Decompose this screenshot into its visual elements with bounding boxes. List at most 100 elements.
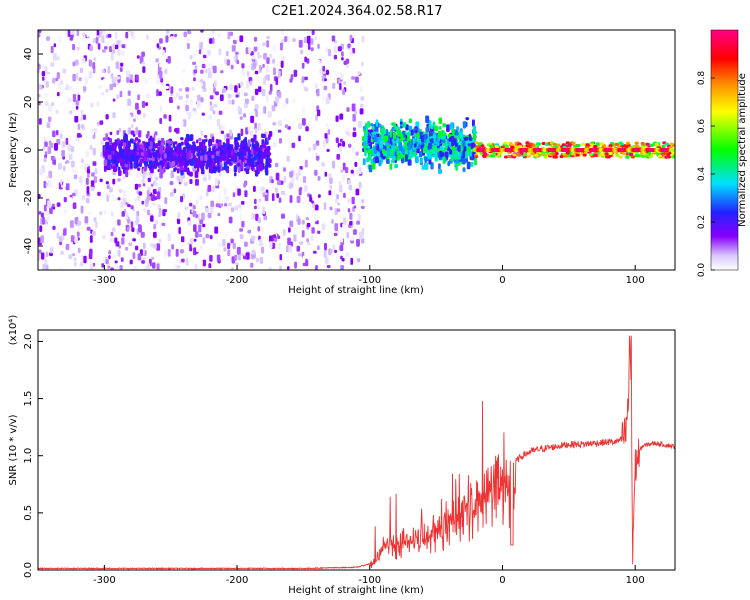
spectrogram-cell	[341, 51, 344, 57]
spectrogram-cell	[251, 236, 255, 242]
spectrogram-cell	[66, 177, 71, 184]
spectrogram-cell	[237, 105, 241, 111]
spectrogram-cell	[255, 213, 259, 221]
spectrogram-cell	[185, 50, 189, 59]
spectrogram-cell	[62, 68, 67, 74]
spectrogram-cell	[456, 126, 460, 131]
spectrogram-cell	[416, 136, 420, 143]
spectrogram-cell	[101, 263, 105, 268]
spectrogram-cell	[67, 143, 71, 152]
spectrogram-cell	[227, 143, 231, 152]
spectrogram-cell	[235, 94, 239, 98]
spectrogram-cell	[188, 150, 192, 159]
spectrogram-cell	[270, 183, 274, 191]
spectrogram-cell	[289, 171, 293, 178]
spectrogram-cell	[301, 62, 305, 69]
spectrogram-cell	[187, 30, 191, 35]
spectrogram-cell	[81, 158, 84, 164]
y-tick-label: 2.0	[23, 333, 34, 349]
spectrogram-cell	[336, 103, 340, 109]
spectrogram-cell	[223, 203, 228, 207]
spectrogram-cell	[231, 45, 236, 52]
spectrogram-cell	[82, 32, 86, 38]
spectrogram-cell	[221, 145, 225, 151]
spectrogram-cell	[442, 156, 446, 161]
spectrogram-cell	[310, 235, 314, 241]
spectrogram-cell	[143, 208, 147, 212]
spectrogram-cell	[143, 166, 147, 172]
spectrogram-cell	[284, 124, 289, 128]
spectrogram-cell	[298, 135, 301, 142]
spectrogram-cell	[200, 164, 205, 170]
spectrogram-cell	[38, 118, 42, 125]
spectrogram-cell	[512, 153, 517, 157]
spectrogram-cell	[180, 120, 184, 127]
spectrogram-cell	[38, 211, 42, 215]
spectrogram-cell	[241, 221, 245, 228]
spectrogram-cell	[236, 59, 240, 65]
spectrogram-cell	[231, 156, 235, 160]
spectrogram-cell	[314, 204, 319, 211]
spectrogram-cell	[202, 237, 206, 244]
spectrogram-cell	[261, 246, 265, 254]
spectrogram-cell	[227, 249, 231, 257]
spectrogram-cell	[217, 157, 220, 165]
spectrogram-cell	[114, 44, 119, 50]
spectrogram-cell	[325, 69, 329, 75]
spectrogram-cell	[649, 143, 654, 147]
spectrogram-cell	[119, 140, 124, 147]
spectrogram-cell	[306, 58, 310, 64]
spectrogram-cell	[84, 216, 89, 224]
spectrogram-cell	[100, 140, 104, 145]
spectrogram-cell	[412, 151, 417, 157]
spectrogram-cell	[138, 191, 143, 196]
spectrogram-cell	[78, 77, 82, 82]
spectrogram-cell	[130, 123, 134, 129]
spectrogram-cell	[86, 186, 90, 194]
spectrogram-cell	[339, 83, 342, 91]
spectrogram-cell	[565, 141, 570, 145]
spectrogram-cell	[178, 88, 183, 92]
spectrogram-cell	[340, 265, 344, 270]
spectrogram-cell	[244, 190, 248, 198]
spectrogram-cell	[366, 145, 371, 149]
spectrogram-cell	[193, 238, 197, 242]
spectrogram-cell	[137, 253, 142, 261]
spectrogram-cell	[85, 178, 89, 185]
spectrogram-cell	[211, 30, 215, 35]
spectrogram-cell	[237, 133, 241, 141]
spectrogram-cell	[232, 242, 236, 250]
spectrogram-cell	[198, 137, 202, 142]
spectrogram-cell	[407, 159, 412, 166]
spectrogram-cell	[217, 164, 221, 173]
spectrogram-cell	[145, 160, 149, 167]
spectrogram-cell	[229, 84, 233, 91]
spectrogram-cell	[189, 238, 194, 245]
spectrogram-cell	[625, 155, 630, 159]
spectrogram-cell	[428, 130, 433, 138]
spectrogram-cell	[323, 250, 327, 258]
spectrogram-cell	[198, 233, 203, 238]
spectrogram-cell	[73, 174, 78, 180]
spectrogram-cell	[312, 143, 317, 150]
spectrogram-cell	[271, 193, 275, 202]
spectrogram-cell	[197, 94, 201, 101]
spectrogram-cell	[349, 172, 353, 177]
spectrogram-cell	[239, 144, 243, 152]
spectrogram-cell	[508, 142, 513, 145]
spectrogram-cell	[314, 170, 318, 176]
spectrogram-cell	[317, 109, 321, 117]
spectrogram-cell	[170, 170, 174, 179]
x-tick-label: -100	[358, 575, 381, 586]
spectrogram-cell	[95, 37, 99, 44]
spectrogram-cell	[185, 105, 189, 112]
spectrogram-cell	[158, 211, 161, 218]
spectrogram-cell	[281, 102, 285, 110]
spectrogram-cell	[416, 148, 420, 154]
spectrogram-cell	[195, 179, 199, 186]
spectrogram-cell	[262, 143, 267, 149]
spectrogram-cell	[357, 139, 361, 147]
spectrogram-cell	[360, 85, 363, 92]
spectrogram-cell	[462, 158, 466, 165]
spectrogram-cell	[359, 232, 364, 240]
